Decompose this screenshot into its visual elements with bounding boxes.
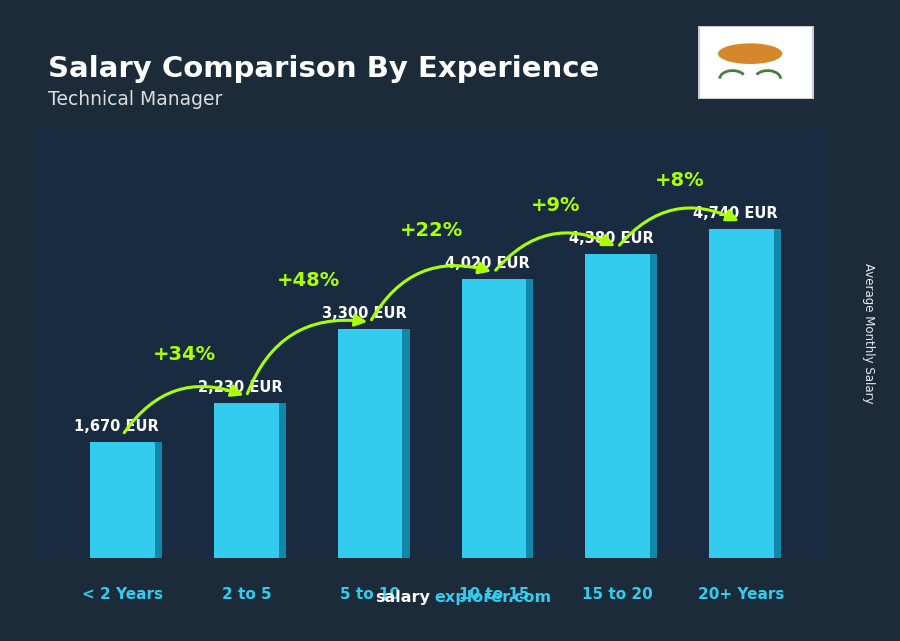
Bar [214,403,279,558]
Text: 4,380 EUR: 4,380 EUR [569,231,653,246]
Text: 5 to 10: 5 to 10 [340,587,400,602]
Text: 15 to 20: 15 to 20 [582,587,653,602]
Text: +8%: +8% [654,171,705,190]
Bar [155,442,162,558]
Text: 20+ Years: 20+ Years [698,587,785,602]
Text: +48%: +48% [276,271,340,290]
Text: 10 to 15: 10 to 15 [459,587,529,602]
Text: salary: salary [374,590,429,605]
Bar [650,254,657,558]
Text: < 2 Years: < 2 Years [82,587,163,602]
Text: 3,300 EUR: 3,300 EUR [321,306,406,320]
Text: Technical Manager: Technical Manager [48,90,222,108]
Bar [709,229,773,558]
Text: +9%: +9% [531,196,580,215]
Bar [279,403,286,558]
Text: explorer.com: explorer.com [435,590,552,605]
Bar [402,329,410,558]
Bar [773,229,781,558]
Text: 4,020 EUR: 4,020 EUR [446,256,530,271]
Text: Salary Comparison By Experience: Salary Comparison By Experience [48,55,599,83]
Text: Average Monthly Salary: Average Monthly Salary [862,263,875,404]
Text: 4,740 EUR: 4,740 EUR [693,206,778,221]
Ellipse shape [718,44,782,64]
Bar [90,442,155,558]
Bar [338,329,402,558]
Bar [526,279,534,558]
Bar [586,254,650,558]
Text: +22%: +22% [400,221,464,240]
Text: 2,230 EUR: 2,230 EUR [198,380,283,395]
Text: +34%: +34% [153,345,216,364]
Text: 1,670 EUR: 1,670 EUR [74,419,158,434]
Bar [462,279,526,558]
FancyBboxPatch shape [698,26,814,99]
Text: 2 to 5: 2 to 5 [221,587,271,602]
